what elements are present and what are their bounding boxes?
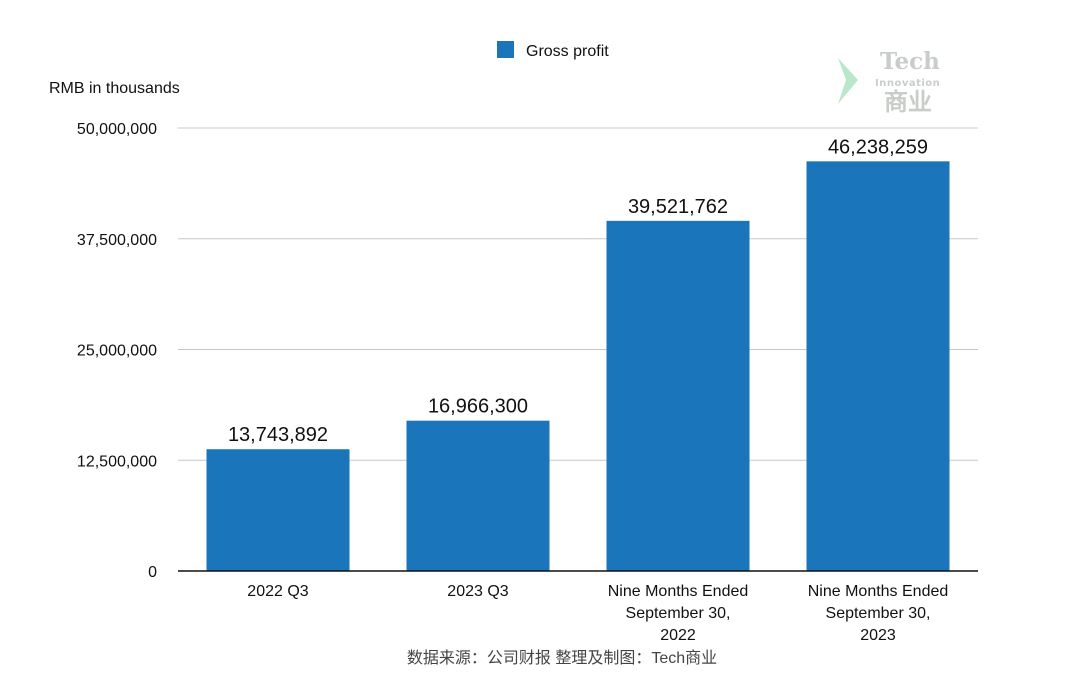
watermark-logo: Tech Innovation 商业: [838, 48, 940, 116]
y-axis-title: RMB in thousands: [49, 80, 180, 97]
x-category-label: Nine Months Ended: [808, 583, 949, 600]
bar-value-label: 16,966,300: [428, 396, 528, 418]
legend: Gross profit: [497, 41, 609, 60]
watermark-innovation: Innovation: [875, 78, 940, 89]
legend-label: Gross profit: [526, 43, 609, 60]
y-tick-label: 37,500,000: [77, 232, 157, 249]
bar-value-label: 39,521,762: [628, 196, 728, 218]
watermark-arrow-icon: [838, 58, 858, 104]
watermark-cn: 商业: [884, 87, 932, 116]
bar: [206, 449, 350, 571]
x-category-label: 2022: [660, 627, 696, 644]
x-category-label: September 30,: [826, 605, 931, 622]
x-category-label: 2023 Q3: [447, 583, 508, 600]
bars: [206, 161, 950, 571]
source-note: 数据来源：公司财报 整理及制图：Tech商业: [407, 649, 717, 667]
y-tick-label: 0: [148, 564, 157, 581]
bar: [406, 420, 550, 571]
category-labels: 2022 Q3 2023 Q3 Nine Months Ended September…: [247, 583, 948, 644]
legend-swatch: [497, 41, 514, 58]
x-category-label: 2022 Q3: [247, 583, 308, 600]
bar-value-label: 13,743,892: [228, 424, 328, 446]
x-category-label: 2023: [860, 627, 896, 644]
y-tick-label: 50,000,000: [77, 121, 157, 138]
y-tick-label: 25,000,000: [77, 343, 157, 360]
bar: [606, 220, 750, 571]
x-category-label: Nine Months Ended: [608, 583, 749, 600]
x-category-label: September 30,: [626, 605, 731, 622]
y-axis-ticks: 0 12,500,000 25,000,000 37,500,000 50,000,00…: [77, 121, 157, 581]
data-labels: 13,743,892 16,966,300 39,521,762 46,238,259: [228, 136, 928, 446]
bar-value-label: 46,238,259: [828, 136, 928, 158]
watermark-tech: Tech: [880, 48, 940, 75]
bar: [806, 161, 950, 571]
y-tick-label: 12,500,000: [77, 453, 157, 470]
